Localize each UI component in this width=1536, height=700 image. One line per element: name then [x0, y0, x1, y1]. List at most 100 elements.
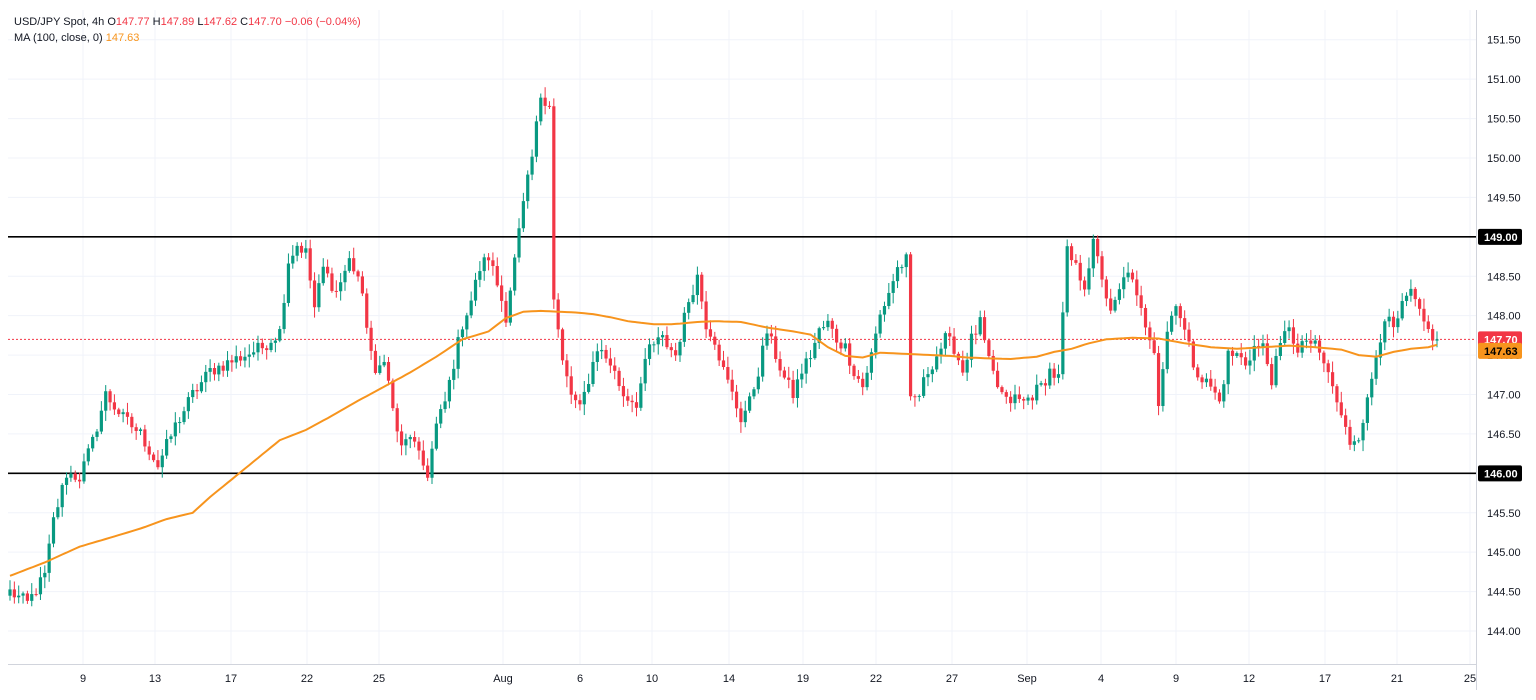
- candle-body: [460, 329, 465, 338]
- candle-body: [465, 315, 469, 330]
- candle-body: [843, 343, 847, 349]
- candle-body: [1113, 299, 1117, 311]
- candle-body: [199, 382, 204, 392]
- candle-body: [365, 293, 369, 328]
- candle-body: [560, 329, 565, 361]
- candle-body: [1309, 340, 1313, 344]
- candle-body: [269, 342, 273, 351]
- candle-body: [930, 369, 934, 375]
- candle-body: [748, 396, 752, 411]
- candle-body: [395, 408, 399, 432]
- candle-body: [1270, 364, 1274, 386]
- candle-body: [1413, 288, 1417, 300]
- x-tick-label: 13: [149, 673, 161, 685]
- candle-body: [943, 333, 947, 349]
- candle-body: [717, 344, 721, 361]
- candle-body: [987, 340, 991, 357]
- candle-body: [1135, 279, 1139, 296]
- candle-body: [1174, 306, 1178, 316]
- candle-body: [256, 342, 260, 353]
- ohlc-row: USD/JPY Spot, 4h O147.77 H147.89 L147.62…: [14, 14, 361, 30]
- candle-body: [935, 356, 939, 370]
- candle-body: [382, 361, 386, 366]
- candle-body: [482, 257, 486, 272]
- candle-body: [408, 437, 412, 440]
- candle-body: [1017, 394, 1021, 400]
- candle-body: [1365, 397, 1369, 423]
- time-axis[interactable]: 9 13 17 22 25 Aug 6 10 14 19 22 27 Sep 4 9 12 17 21 25: [80, 673, 1476, 685]
- candle-body: [1230, 350, 1235, 356]
- x-tick-label: 17: [225, 673, 237, 685]
- candle-body: [869, 352, 874, 373]
- candle-body: [121, 412, 125, 415]
- horizontal-levels[interactable]: [8, 236, 1476, 475]
- candle-body: [1361, 422, 1365, 441]
- candle-body: [299, 245, 304, 253]
- x-tick-label: 10: [646, 673, 658, 685]
- candle-body: [643, 358, 647, 384]
- candle-body: [169, 436, 173, 440]
- candle-body: [787, 377, 791, 380]
- candle-body: [173, 422, 177, 437]
- candle-body: [974, 333, 978, 335]
- candle-body: [325, 266, 330, 274]
- candle-body: [600, 349, 604, 352]
- candle-body: [578, 400, 582, 405]
- candle-body: [713, 336, 717, 345]
- ma-label[interactable]: MA (100, close, 0): [14, 32, 103, 44]
- candle-body: [1222, 384, 1226, 402]
- candle-body: [647, 344, 652, 359]
- candle-body: [1178, 306, 1182, 319]
- candle-body: [1252, 345, 1256, 361]
- candle-body: [1170, 315, 1174, 332]
- candle-body: [761, 345, 765, 377]
- candle-body: [835, 328, 839, 343]
- candle-body: [104, 391, 108, 411]
- candle-body: [821, 327, 826, 329]
- candle-body: [1235, 353, 1239, 356]
- candle-body: [939, 348, 943, 357]
- candle-body: [569, 376, 573, 395]
- candle-body: [591, 361, 595, 384]
- candle-body: [195, 389, 199, 392]
- candle-body: [608, 358, 612, 366]
- candle-body: [243, 356, 247, 361]
- candle-body: [1074, 260, 1078, 263]
- candle-body: [1431, 329, 1435, 341]
- candle-body: [613, 365, 617, 371]
- candle-body: [38, 577, 43, 595]
- candle-body: [669, 347, 673, 351]
- candlestick-series: [8, 87, 1439, 607]
- candle-body: [1056, 374, 1061, 378]
- candle-body: [138, 429, 143, 431]
- candle-body: [217, 365, 221, 375]
- candle-body: [848, 343, 852, 366]
- candle-body: [1217, 392, 1222, 402]
- candle-body: [904, 254, 908, 268]
- candle-body: [417, 441, 421, 451]
- candle-body: [273, 340, 277, 343]
- candle-body: [95, 431, 99, 437]
- candle-body: [961, 360, 965, 373]
- candle-body: [1022, 399, 1026, 401]
- candle-body: [391, 380, 395, 409]
- candle-body: [856, 376, 860, 379]
- symbol-label[interactable]: USD/JPY Spot, 4h: [14, 16, 105, 28]
- candle-body: [969, 333, 974, 360]
- candle-body: [1087, 268, 1091, 290]
- candle-body: [108, 391, 112, 403]
- candle-body: [386, 361, 391, 381]
- candle-body: [1248, 360, 1252, 366]
- candle-body: [774, 336, 778, 359]
- candle-body: [1265, 343, 1269, 365]
- candle-body: [191, 389, 195, 398]
- candle-body: [1109, 298, 1113, 311]
- x-tick-label: Aug: [493, 673, 513, 685]
- candle-body: [634, 402, 639, 408]
- candle-body: [426, 465, 430, 478]
- candle-body: [1243, 357, 1248, 366]
- moving-average-line: [9, 309, 1438, 577]
- candle-body: [1287, 327, 1291, 332]
